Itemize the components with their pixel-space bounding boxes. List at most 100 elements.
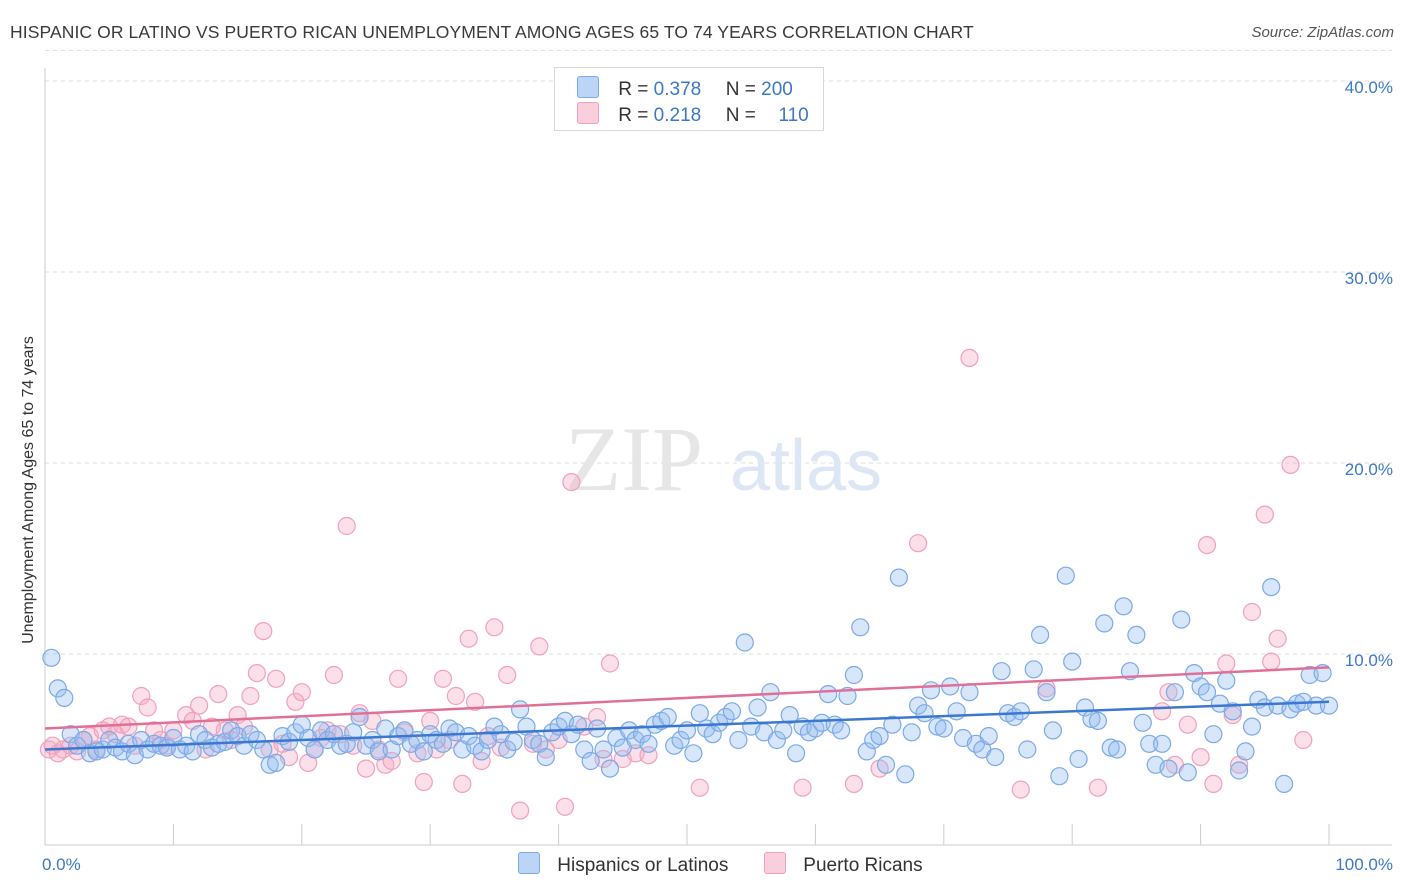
axis-layer [44,68,1392,846]
point-hispanic [671,730,690,750]
point-puerto-rican [459,629,478,648]
point-hispanic [600,759,620,778]
point-hispanic [934,719,953,738]
point-hispanic [831,721,851,740]
point-hispanic [1050,767,1069,786]
point-hispanic [838,686,857,706]
source-label: Source: ZipAtlas.com [1251,24,1394,41]
point-puerto-rican [1217,654,1236,673]
point-puerto-rican [286,692,305,711]
point-puerto-rican [960,348,979,367]
point-hispanic [889,568,909,587]
point-hispanic [774,721,793,740]
point-hispanic [510,700,530,719]
point-hispanic [767,730,787,750]
point-hispanic [1262,577,1281,597]
point-hispanic [1274,774,1294,794]
point-hispanic [594,740,613,759]
point-puerto-rican [1262,652,1281,671]
bottom-legend-swatch-puerto-rican [764,852,786,874]
y-tick-label: 40.0% [1345,78,1393,97]
point-hispanic [1236,742,1255,761]
point-hispanic [267,753,286,773]
point-hispanic [331,736,350,755]
point-hispanic [1229,761,1249,780]
point-hispanic [1159,759,1178,778]
trend-layer [44,666,1330,751]
point-hispanic [1037,683,1056,702]
point-hispanic [472,742,491,761]
point-puerto-rican [1281,455,1300,474]
point-puerto-rican [510,801,530,820]
point-hispanic [1172,610,1191,629]
watermark-zip: ZIP [565,408,703,510]
point-hispanic [1204,725,1223,744]
point-hispanic [844,665,864,685]
point-hispanic [729,730,748,750]
point-hispanic [581,751,600,771]
point-puerto-rican [356,759,376,778]
point-hispanic [986,747,1005,767]
point-hispanic [761,683,780,702]
point-hispanic [819,684,838,704]
point-hispanic [1319,696,1339,715]
point-hispanic [55,688,74,708]
point-puerto-rican [472,751,491,771]
point-hispanic [915,704,934,723]
point-puerto-rican [1191,747,1210,767]
point-puerto-rican [421,711,440,731]
point-hispanic [575,740,594,759]
point-puerto-rican [1178,715,1197,734]
point-hispanic [363,730,382,750]
bottom-legend-label-hispanic: Hispanics or Latinos [557,855,729,876]
point-hispanic [960,683,979,702]
grid-layer [45,49,1392,655]
point-puerto-rican [1268,629,1287,648]
point-hispanic [1127,625,1146,645]
point-hispanic [786,744,806,763]
point-puerto-rican [446,686,465,706]
point-hispanic [992,662,1011,681]
point-puerto-rican [1152,702,1172,721]
point-puerto-rican [433,669,453,688]
point-puerto-rican [600,654,620,673]
point-puerto-rican [690,778,709,797]
point-hispanic [979,726,998,746]
point-hispanic [1165,683,1185,702]
stats-legend: R = 0.378 N = 200 R = 0.218 N = 110 [554,67,824,131]
bottom-legend-puerto-rican: Puerto Ricans [764,852,923,877]
point-puerto-rican [1159,683,1178,702]
point-puerto-rican [138,698,157,717]
point-hispanic [485,717,504,736]
point-puerto-rican [1204,774,1223,794]
point-hispanic [658,707,677,727]
point-hispanic [1242,717,1262,736]
point-hispanic [684,744,703,763]
legend-n-value: 200 [761,79,793,100]
point-puerto-rican [844,774,864,794]
y-tick-label: 10.0% [1345,651,1393,670]
point-puerto-rican [908,534,928,553]
point-hispanic [1024,660,1043,679]
point-hispanic [921,681,941,700]
point-hispanic [42,648,61,667]
point-puerto-rican [324,665,343,685]
point-hispanic [1114,597,1133,616]
point-puerto-rican [292,683,311,702]
legend-n-label: N = [725,105,756,126]
point-puerto-rican [241,686,260,706]
legend-swatch-puerto-rican [577,102,599,124]
y-axis-label-wrap: Unemployment Among Ages 65 to 74 years [14,140,44,840]
point-hispanic [870,726,889,746]
legend-n-value: 110 [778,105,809,126]
legend-row-hispanic: R = 0.378 N = 200 [577,76,793,100]
point-hispanic [928,717,947,736]
tick-labels: 10.0% 20.0% 30.0% 40.0% 0.0% 100.0% [42,78,1393,874]
legend-r-value: 0.378 [653,79,702,100]
point-puerto-rican [190,696,209,715]
point-hispanic [1107,740,1127,759]
y-tick-label: 20.0% [1345,460,1393,479]
point-hispanic [1217,671,1236,690]
trend-line-hispanic [44,700,1330,751]
point-hispanic [414,742,433,761]
